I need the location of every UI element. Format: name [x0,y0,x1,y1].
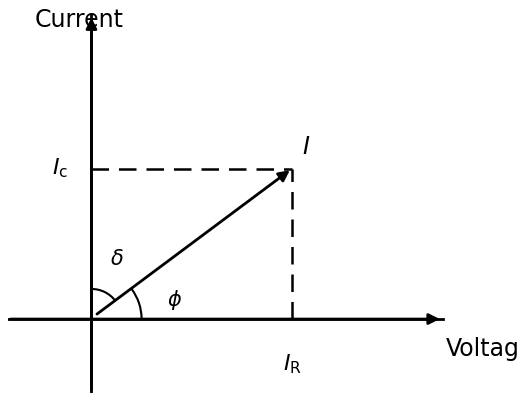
Text: Current: Current [35,8,124,32]
Text: $\phi$: $\phi$ [167,288,182,312]
Text: $I$: $I$ [302,134,310,158]
Text: $\delta$: $\delta$ [110,249,124,269]
Text: $I_{\rm c}$: $I_{\rm c}$ [52,157,68,180]
Text: Voltage: Voltage [446,337,519,361]
Text: $I_{\rm R}$: $I_{\rm R}$ [283,353,302,376]
